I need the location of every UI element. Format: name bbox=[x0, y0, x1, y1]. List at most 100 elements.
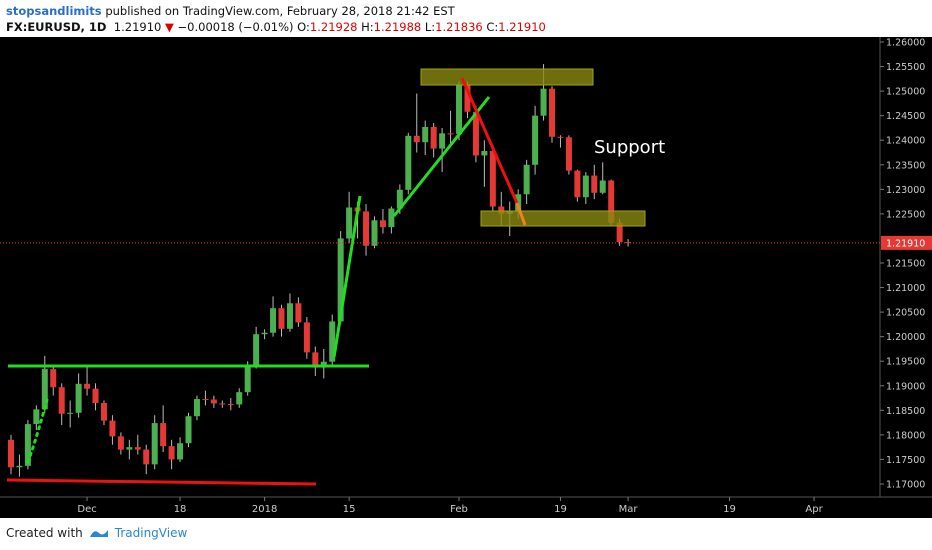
y-tick-label: 1.22500 bbox=[886, 209, 925, 220]
candle-body bbox=[625, 241, 632, 243]
x-tick-label: 19 bbox=[554, 504, 567, 515]
candle-body bbox=[185, 416, 192, 444]
red-level bbox=[6, 478, 317, 486]
y-tick-label: 1.17000 bbox=[886, 479, 925, 490]
candle-body bbox=[523, 164, 530, 195]
created-with: Created with bbox=[6, 526, 83, 540]
candle-body bbox=[286, 303, 293, 329]
key: L: bbox=[424, 20, 436, 34]
candle-body bbox=[7, 439, 14, 468]
candle-body bbox=[160, 423, 167, 447]
chart: Support 1.17000 1.17500 1.18000 1.18500 1.19… bbox=[0, 37, 932, 518]
candle-body bbox=[574, 170, 581, 198]
candle-body bbox=[405, 135, 412, 190]
x-tick-label: 2018 bbox=[252, 504, 277, 515]
candle-body bbox=[532, 115, 539, 165]
candle-body bbox=[253, 334, 260, 367]
y-tick-label: 1.25000 bbox=[886, 87, 925, 98]
ohlc-h: H:1.21988 bbox=[361, 20, 421, 34]
candle-body bbox=[117, 436, 124, 450]
candle-body bbox=[278, 308, 285, 329]
candle-body bbox=[582, 175, 589, 198]
y-tick-label: 1.24500 bbox=[886, 111, 925, 122]
val: 1.21928 bbox=[309, 20, 358, 34]
brand[interactable]: TradingView bbox=[114, 526, 188, 540]
val: 1.21988 bbox=[373, 20, 422, 34]
key: C: bbox=[486, 20, 499, 34]
ohlc-c: C:1.21910 bbox=[486, 20, 545, 34]
ohlc-l: L:1.21836 bbox=[425, 20, 483, 34]
x-tick-label: 19 bbox=[723, 504, 736, 515]
down-trend-end bbox=[515, 202, 527, 226]
key: O: bbox=[297, 20, 310, 34]
candle-body bbox=[193, 399, 200, 417]
candle-body bbox=[481, 151, 488, 156]
candle-body bbox=[464, 85, 471, 112]
candle-body bbox=[75, 383, 82, 413]
y-tick-label: 1.18000 bbox=[886, 430, 925, 441]
candle-body bbox=[456, 85, 463, 134]
candle-body bbox=[379, 220, 386, 228]
candle-body bbox=[168, 446, 175, 460]
candle-body bbox=[312, 352, 319, 368]
symbol: FX:EURUSD, 1D bbox=[6, 20, 107, 34]
candle-body bbox=[439, 133, 446, 149]
header-line-2: FX:EURUSD, 1D 1.21910 ▼ −0.00018 (−0.01%… bbox=[6, 19, 546, 35]
candle-body bbox=[143, 449, 150, 465]
val: 1.21910 bbox=[498, 20, 546, 34]
trend-line bbox=[332, 195, 362, 358]
x-tick-label: Feb bbox=[450, 504, 468, 515]
candle-body bbox=[41, 369, 48, 410]
candle-body bbox=[16, 465, 23, 468]
candle-body bbox=[422, 126, 429, 143]
candle-body bbox=[591, 175, 598, 193]
author[interactable]: stopsandlimits bbox=[6, 4, 102, 18]
y-tick-label: 1.25500 bbox=[886, 62, 925, 73]
y-tick-label: 1.19500 bbox=[886, 357, 925, 368]
candle-body bbox=[210, 399, 217, 404]
candle-body bbox=[363, 211, 370, 246]
candle-body bbox=[67, 412, 74, 414]
candle-body bbox=[227, 403, 234, 405]
candle-body bbox=[303, 322, 310, 353]
candle-body bbox=[608, 180, 615, 223]
x-tick-label: Apr bbox=[805, 504, 823, 515]
x-tick-label: 18 bbox=[174, 504, 187, 515]
candle-body bbox=[295, 303, 302, 323]
candle-body bbox=[557, 136, 564, 138]
y-tick-label: 1.20000 bbox=[886, 332, 925, 343]
candle-body bbox=[430, 126, 437, 149]
candle-body bbox=[270, 308, 277, 333]
resistance-zone bbox=[420, 68, 594, 86]
key: H: bbox=[361, 20, 374, 34]
drawings bbox=[6, 68, 646, 486]
candle-body bbox=[219, 403, 226, 405]
candle-body bbox=[92, 388, 99, 403]
candle-body bbox=[337, 238, 344, 322]
x-tick-label: Mar bbox=[619, 504, 639, 515]
candle-body bbox=[371, 220, 378, 246]
y-tick-label: 1.21500 bbox=[886, 258, 925, 269]
y-tick-label: 1.24000 bbox=[886, 136, 925, 147]
candle-body bbox=[24, 424, 31, 466]
y-tick-label: 1.26000 bbox=[886, 38, 925, 49]
candle-body bbox=[261, 332, 268, 335]
candle-body bbox=[616, 222, 623, 242]
y-tick-label: 1.23000 bbox=[886, 185, 925, 196]
candle-body bbox=[134, 447, 141, 450]
last-price-box bbox=[881, 235, 932, 250]
candle-body bbox=[346, 207, 353, 239]
y-tick-label: 1.20500 bbox=[886, 308, 925, 319]
candles bbox=[7, 64, 632, 477]
candle-body bbox=[413, 135, 420, 143]
candle-body bbox=[447, 133, 454, 135]
candle-body bbox=[565, 137, 572, 171]
trend-line bbox=[392, 96, 491, 217]
published: published on TradingView.com, February 2… bbox=[105, 4, 455, 18]
x-tick-label: 15 bbox=[343, 504, 356, 515]
candle-body bbox=[472, 111, 479, 156]
x-tick-label: Dec bbox=[77, 504, 96, 515]
candle-body bbox=[100, 402, 107, 421]
last: 1.21910 bbox=[113, 20, 162, 34]
candle-body bbox=[50, 369, 57, 388]
